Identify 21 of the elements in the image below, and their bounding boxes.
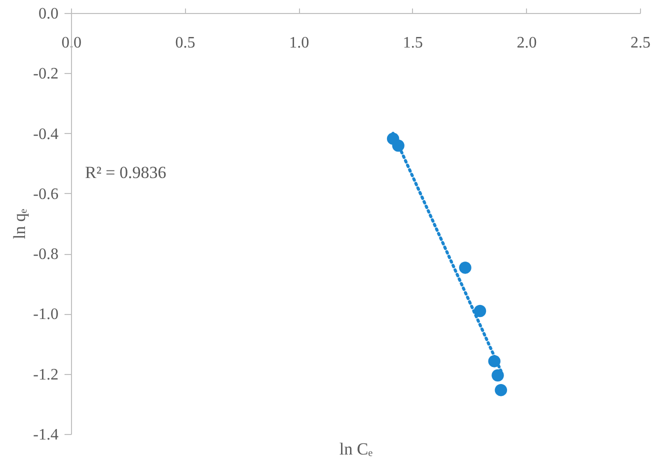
point xyxy=(459,262,472,274)
y-axis-title: ln qₑ xyxy=(10,208,30,240)
x-tick-label: 2.0 xyxy=(516,34,537,52)
annotation: R² = 0.9836 xyxy=(85,163,166,182)
y-tick-label: 0.0 xyxy=(38,6,58,22)
x-tick-label: 1.0 xyxy=(289,34,310,52)
x-tick-label: 1.5 xyxy=(402,34,423,52)
y-tick-label: -0.4 xyxy=(33,126,58,143)
y-tick-label: -0.6 xyxy=(33,186,58,203)
x-axis-title: ln Cₑ xyxy=(339,440,374,458)
y-tick-label: -0.2 xyxy=(33,66,58,83)
y-tick-label: -1.2 xyxy=(33,366,58,384)
y-tick-label: -1.0 xyxy=(33,306,58,324)
point xyxy=(494,384,508,396)
x-tick-label: 0.5 xyxy=(175,34,196,52)
point xyxy=(492,369,504,382)
y-tick-label: -0.8 xyxy=(33,246,58,264)
y-tick-label: -1.4 xyxy=(33,426,58,444)
x-tick-label: 0.0 xyxy=(62,34,82,52)
point xyxy=(474,304,486,318)
x-tick-label: 2.5 xyxy=(630,34,650,52)
